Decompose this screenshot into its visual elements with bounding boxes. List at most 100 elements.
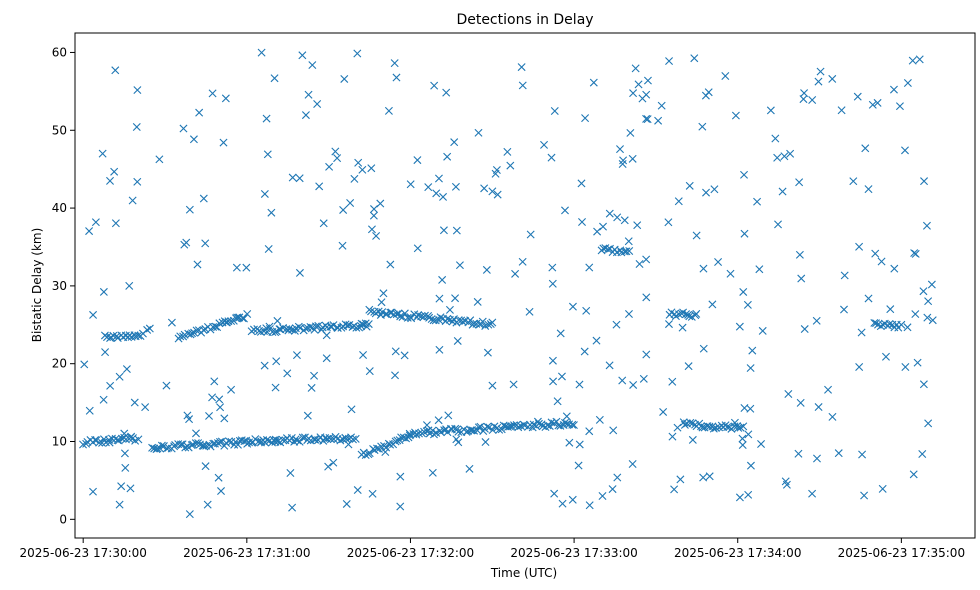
detection-marker [110, 167, 119, 176]
detection-marker [120, 449, 129, 458]
detection-marker [812, 316, 821, 325]
detection-marker [454, 427, 463, 436]
detection-marker [295, 437, 304, 446]
detection-marker [105, 438, 114, 447]
detection-marker [198, 441, 207, 450]
detection-marker [128, 196, 137, 205]
detection-marker [132, 122, 141, 131]
detection-marker [711, 423, 720, 432]
detection-marker [781, 477, 790, 486]
detection-marker [585, 263, 594, 272]
detection-marker [616, 145, 624, 154]
detection-marker [157, 441, 166, 450]
detection-marker [295, 174, 304, 183]
detection-marker [210, 439, 219, 448]
detection-marker [402, 434, 411, 443]
detection-marker [369, 211, 378, 220]
detection-marker [514, 423, 523, 432]
detection-marker [85, 406, 94, 415]
detection-marker [430, 81, 439, 90]
detection-marker [310, 371, 319, 380]
detection-marker [415, 429, 423, 438]
detection-marker [333, 154, 342, 163]
detection-marker [195, 108, 204, 117]
detection-marker [506, 161, 515, 170]
detection-marker [384, 106, 393, 115]
detection-marker [303, 411, 312, 420]
detection-marker [167, 318, 176, 327]
detection-marker [115, 500, 124, 509]
detection-marker [113, 436, 122, 445]
detection-marker [449, 315, 458, 324]
detection-marker [685, 181, 694, 190]
detection-marker [855, 363, 864, 372]
detection-marker [562, 412, 571, 421]
detection-marker [162, 381, 171, 390]
detection-marker [436, 313, 445, 322]
detection-marker [343, 321, 352, 330]
detection-marker [878, 484, 887, 493]
detection-marker [534, 419, 543, 428]
detection-marker [643, 76, 652, 85]
detection-marker [445, 305, 454, 314]
detection-marker [476, 422, 485, 431]
detection-marker [413, 156, 422, 165]
detection-marker [283, 369, 292, 378]
detection-marker [455, 261, 464, 270]
detection-marker [548, 356, 557, 365]
detection-marker [451, 182, 460, 191]
detection-marker [881, 352, 890, 361]
detection-marker [858, 450, 867, 459]
detection-marker [686, 418, 695, 427]
detection-marker [635, 260, 644, 268]
detection-marker [134, 435, 143, 444]
detection-marker [626, 128, 635, 137]
detection-marker [176, 332, 185, 341]
detection-marker [920, 177, 929, 186]
detection-marker [871, 249, 880, 258]
detection-marker [322, 331, 331, 340]
detection-marker [592, 336, 601, 345]
detection-marker [924, 297, 933, 306]
detection-marker [730, 418, 739, 427]
detection-marker [913, 358, 922, 367]
detection-marker [575, 380, 584, 389]
detection-marker [670, 485, 679, 494]
detection-marker [331, 147, 340, 156]
detection-marker [488, 381, 497, 390]
detection-marker [227, 385, 236, 394]
detection-marker [185, 205, 194, 214]
detection-marker [342, 434, 351, 443]
detection-marker [824, 385, 833, 394]
detection-marker [739, 422, 748, 431]
detection-marker [217, 437, 226, 446]
detection-marker [298, 51, 307, 60]
detection-marker [121, 435, 130, 444]
detection-marker [800, 325, 809, 334]
detection-marker [220, 414, 229, 423]
detection-marker [185, 510, 194, 519]
x-tick-label: 2025-06-23 17:32:00 [347, 546, 474, 560]
detection-marker [664, 218, 673, 227]
detection-marker [111, 219, 120, 228]
detection-marker [568, 302, 577, 311]
detection-marker [840, 271, 849, 280]
detection-marker [699, 344, 708, 353]
detection-marker [273, 316, 282, 325]
detection-marker [877, 257, 886, 266]
detection-marker [642, 114, 651, 123]
detection-marker [639, 374, 648, 383]
detection-marker [215, 319, 224, 328]
detection-marker [922, 221, 931, 230]
detection-marker [396, 312, 405, 321]
y-tick-label: 30 [52, 279, 67, 293]
detection-marker [676, 475, 685, 484]
detection-marker [705, 422, 714, 431]
detection-marker [664, 320, 673, 329]
detection-marker [406, 180, 415, 189]
detection-marker [465, 464, 474, 473]
detection-marker [79, 440, 88, 449]
detection-marker [738, 441, 747, 450]
detection-marker [413, 244, 422, 253]
detection-marker [354, 158, 363, 167]
